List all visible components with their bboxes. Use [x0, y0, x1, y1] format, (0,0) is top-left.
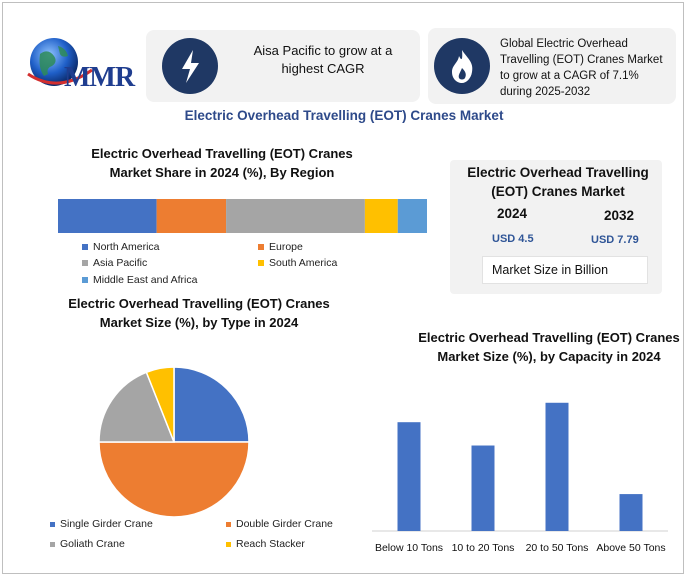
legend-swatch [50, 541, 55, 547]
legend-item-asia-pacific: Asia Pacific [82, 257, 147, 269]
flame-icon [452, 50, 473, 83]
pie-slice-reach-stacker [145, 366, 175, 443]
legend-label: Double Girder Crane [236, 518, 333, 530]
legend-swatch [258, 244, 264, 251]
capacity-bar-above-50-tons [619, 494, 643, 531]
pie-slice-goliath-crane [98, 371, 176, 443]
legend-item-middle-east-and-africa: Middle East and Africa [82, 274, 197, 286]
region-segment-north-america [58, 199, 157, 233]
highlight-card-2: Global Electric Overhead Travelling (EOT… [428, 28, 676, 104]
highlight-card-1: Aisa Pacific to grow at a highest CAGR [146, 30, 420, 102]
value-2024: USD 4.5 [492, 233, 534, 245]
legend-item-south-america: South America [258, 257, 337, 269]
market-size-card: Electric Overhead Travelling (EOT) Crane… [450, 160, 662, 294]
logo-text: MMR [64, 62, 135, 93]
value-2032: USD 7.79 [591, 234, 639, 246]
capacity-bar-chart: Below 10 Tons 10 to 20 Tons 20 to 50 Tons A… [372, 402, 668, 554]
type-chart-title: Electric Overhead Travelling (EOT) Crane… [68, 296, 330, 330]
legend-label: Middle East and Africa [93, 274, 198, 286]
legend-label: Asia Pacific [93, 257, 148, 269]
globe-icon [27, 38, 93, 86]
legend-item-europe: Europe [258, 241, 303, 253]
pie-slice-single-girder-crane [173, 366, 250, 443]
legend-swatch [226, 541, 231, 547]
highlight-text-2: Global Electric Overhead Travelling (EOT… [500, 38, 663, 98]
legend-label: Goliath Crane [60, 538, 125, 550]
type-pie-chart [98, 366, 250, 518]
capacity-tick-label: Below 10 Tons [375, 542, 443, 554]
lightning-icon [182, 50, 199, 83]
logo: MMR [22, 34, 135, 96]
legend-swatch [258, 260, 264, 267]
capacity-tick-label: Above 50 Tons [596, 542, 665, 554]
market-size-unit-box: Market Size in Billion [482, 256, 648, 284]
legend-label: Single Girder Crane [60, 518, 153, 530]
pie-slice-double-girder-crane [98, 441, 250, 518]
capacity-chart-title: Electric Overhead Travelling (EOT) Crane… [418, 330, 680, 364]
lightning-icon-badge [162, 38, 218, 94]
legend-item-double-girder-crane: Double Girder Crane [226, 518, 333, 530]
legend-item-goliath-crane: Goliath Crane [50, 538, 125, 550]
capacity-bar-10-to-20-tons [471, 445, 495, 531]
legend-swatch [82, 244, 88, 251]
page-title: Electric Overhead Travelling (EOT) Crane… [184, 108, 504, 123]
legend-swatch [226, 521, 231, 527]
capacity-bar-below-10-tons [397, 422, 421, 531]
market-size-unit-label: Market Size in Billion [492, 263, 609, 277]
year-2032-label: 2032 [604, 208, 635, 223]
year-2024-label: 2024 [497, 206, 528, 221]
legend-swatch [82, 260, 88, 267]
legend-item-reach-stacker: Reach Stacker [226, 538, 305, 550]
flame-icon-badge [434, 38, 490, 94]
legend-label: North America [93, 241, 160, 253]
region-stacked-bar [58, 199, 427, 233]
market-size-title: Electric Overhead Travelling (EOT) Crane… [467, 165, 649, 199]
legend-label: Europe [269, 241, 303, 253]
capacity-tick-label: 20 to 50 Tons [526, 542, 589, 554]
legend-swatch [50, 521, 55, 527]
legend-label: Reach Stacker [236, 538, 305, 550]
capacity-tick-label: 10 to 20 Tons [452, 542, 515, 554]
legend-swatch [82, 277, 88, 284]
region-segment-asia-pacific [226, 199, 365, 233]
region-segment-europe [156, 199, 227, 233]
region-segment-middle-east-and-africa [397, 199, 427, 233]
legend-item-single-girder-crane: Single Girder Crane [50, 518, 153, 530]
legend-label: South America [269, 257, 338, 269]
region-chart-title: Electric Overhead Travelling (EOT) Crane… [91, 146, 353, 180]
capacity-bar-20-to-50-tons [545, 402, 569, 531]
highlight-text-1: Aisa Pacific to grow at a highest CAGR [253, 43, 393, 76]
legend-item-north-america: North America [82, 241, 160, 253]
region-segment-south-america [364, 199, 398, 233]
